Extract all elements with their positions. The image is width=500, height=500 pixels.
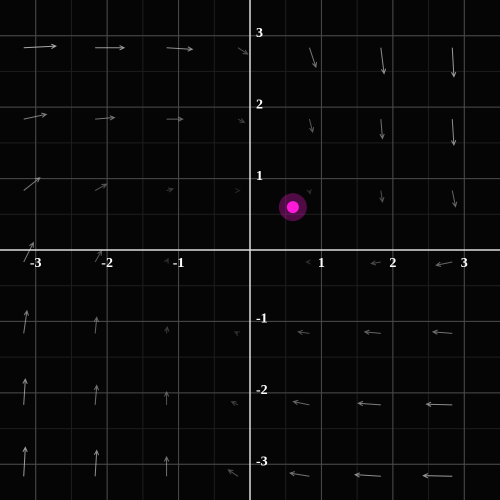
vector-arrow	[451, 190, 458, 208]
vector-arrow	[23, 43, 58, 49]
vector-arrow	[227, 469, 239, 477]
vector-arrow	[163, 257, 169, 264]
vector-arrow	[357, 400, 381, 407]
vector-arrow	[370, 260, 381, 266]
vector-arrow	[23, 241, 34, 263]
y-tick-label: -2	[256, 383, 268, 398]
vector-arrow	[431, 329, 453, 335]
vector-arrow	[353, 472, 381, 478]
vector-arrow	[379, 190, 385, 203]
vector-arrow	[305, 259, 311, 265]
vector-arrow	[289, 471, 310, 477]
vector-arrow	[308, 47, 317, 69]
vector-arrow	[23, 112, 48, 120]
y-tick-label: 1	[256, 169, 263, 184]
y-tick-label: -1	[256, 312, 268, 327]
vector-arrow	[425, 401, 453, 407]
vector-arrow	[237, 118, 246, 123]
y-tick-label: 2	[256, 97, 263, 112]
vector-arrow	[163, 455, 170, 477]
vector-arrow	[93, 384, 100, 405]
vector-arrow	[166, 46, 194, 52]
vector-arrow	[94, 183, 108, 192]
vector-arrow	[297, 329, 310, 336]
vector-arrow	[380, 47, 387, 75]
vector-arrow	[164, 325, 170, 334]
vector-arrow	[306, 188, 312, 195]
vector-arrow	[23, 176, 41, 191]
vector-arrow	[93, 316, 99, 334]
x-tick-label: 2	[389, 256, 396, 271]
vector-arrow	[93, 449, 100, 477]
x-tick-label: -2	[101, 256, 113, 271]
vector-arrow	[230, 401, 239, 406]
vector-arrow	[451, 119, 457, 147]
vector-arrow	[435, 261, 453, 267]
x-tick-label: 3	[461, 256, 468, 271]
x-tick-label: -3	[30, 256, 42, 271]
y-tick-label: -3	[256, 455, 268, 470]
vector-arrow	[308, 119, 315, 134]
draggable-point[interactable]	[286, 201, 299, 214]
vector-arrow	[22, 446, 28, 477]
vector-arrow	[95, 115, 116, 121]
vector-arrow	[166, 116, 184, 122]
vector-arrow	[363, 329, 381, 335]
x-tick-label: -1	[173, 256, 185, 271]
vector-arrow	[233, 331, 240, 337]
vector-arrow	[292, 399, 310, 406]
vector-arrow	[234, 187, 241, 194]
vector-arrow	[95, 45, 126, 51]
vector-arrow	[422, 473, 453, 479]
vector-arrow	[166, 187, 175, 193]
x-tick-label: 1	[318, 256, 325, 271]
vector-arrow	[237, 47, 249, 55]
vector-arrow	[451, 47, 457, 78]
vector-arrow	[23, 309, 29, 334]
vector-arrow	[379, 119, 385, 140]
vector-arrow	[163, 390, 170, 405]
vector-arrow	[22, 377, 28, 405]
y-tick-label: 3	[256, 26, 263, 41]
